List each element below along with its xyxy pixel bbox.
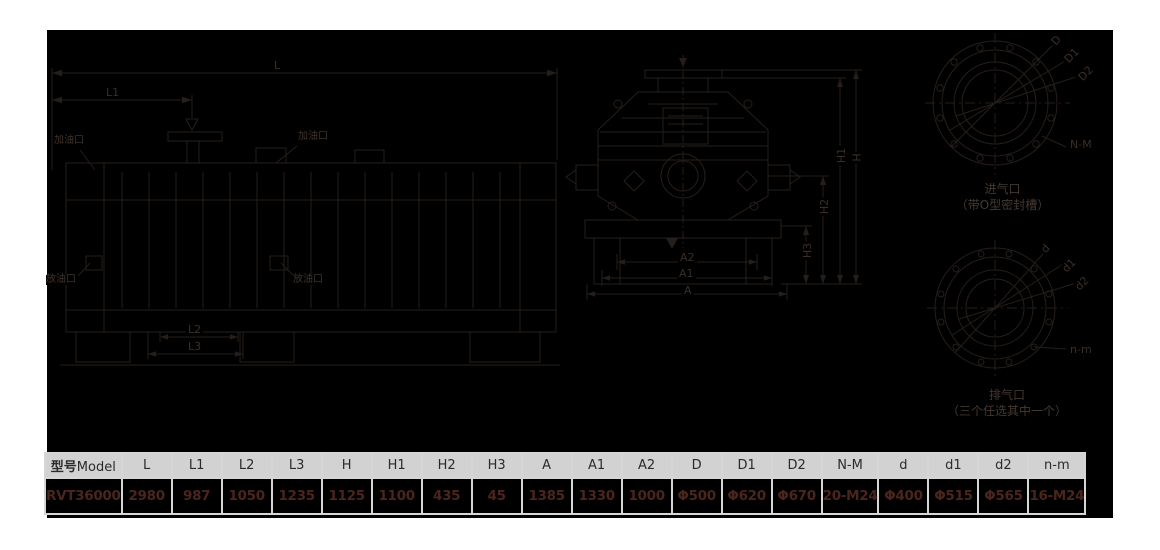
inlet-caption-title: 进气口 <box>984 182 1021 196</box>
table-cell: 1330 <box>572 479 621 513</box>
table-header-cell: d1 <box>929 454 978 477</box>
table-cell-model: RVT36000 <box>46 479 121 513</box>
table-header-cell: d2 <box>979 454 1028 477</box>
table-cell: 1000 <box>622 479 671 513</box>
dim-label-L1: L1 <box>104 86 122 99</box>
table-cell: Φ515 <box>929 479 978 513</box>
table-header-cell: L3 <box>272 454 321 477</box>
table-header-cell: d <box>879 454 928 477</box>
table-header-cell: H1 <box>372 454 421 477</box>
table-header-row: 型号Model L L1 L2 L3 H H1 H2 H3 A A1 A2 D D1 D2 N-M d d1 d2 n… <box>46 454 1085 477</box>
table-cell: 2980 <box>122 479 171 513</box>
dim-label-N-M: N-M <box>1068 138 1094 151</box>
table-header-cell: n-m <box>1029 454 1085 477</box>
inlet-caption-note: （带O型密封槽） <box>955 198 1050 213</box>
table-header-cell: H2 <box>422 454 471 477</box>
dim-label-A2: A2 <box>678 251 697 264</box>
table-cell: Φ620 <box>722 479 771 513</box>
table-header-cell: D1 <box>722 454 771 477</box>
port-label-oil-fill-mid: 加油口 <box>298 131 328 142</box>
table-body: RVT36000 2980 987 1050 1235 1125 1100 435 45 1385… <box>46 479 1085 513</box>
table-cell: 1385 <box>522 479 571 513</box>
table-cell: 1050 <box>222 479 271 513</box>
port-label-oil-fill-left: 加油口 <box>54 135 84 146</box>
table-header-cell: H <box>322 454 371 477</box>
dim-label-A1: A1 <box>677 267 696 280</box>
outlet-caption-title: 排气口 <box>988 388 1025 402</box>
dim-label-H: H <box>850 151 864 164</box>
table-cell: 1100 <box>372 479 421 513</box>
table-cell: 45 <box>472 479 521 513</box>
port-label-oil-drain-left: 放油口 <box>46 274 76 285</box>
table-cell: Φ670 <box>772 479 821 513</box>
table-header-cell: H3 <box>472 454 521 477</box>
table-cell: 435 <box>422 479 471 513</box>
dim-label-L3: L3 <box>186 340 204 353</box>
inlet-caption: 进气口 （带O型密封槽） <box>930 181 1075 213</box>
table-cell: Φ400 <box>879 479 928 513</box>
table-cell: 987 <box>172 479 221 513</box>
table-cell: 16-M24 <box>1029 479 1085 513</box>
dimensions-table: 型号Model L L1 L2 L3 H H1 H2 H3 A A1 A2 D D1 D2 N-M d d1 d2 n… <box>44 452 1087 515</box>
table-cell: 1235 <box>272 479 321 513</box>
table-header-model: 型号Model <box>46 454 121 477</box>
table-header-cell: L <box>122 454 171 477</box>
dim-label-H3: H3 <box>801 240 815 261</box>
table-header-cell: N-M <box>822 454 878 477</box>
dim-label-A: A <box>682 284 694 297</box>
port-label-oil-drain-mid: 放油口 <box>293 274 323 285</box>
dim-label-L: L <box>272 59 283 72</box>
dim-label-L2: L2 <box>186 323 204 336</box>
table-header-cell: A <box>522 454 571 477</box>
table-cell: Φ565 <box>979 479 1028 513</box>
table-cell: 20-M24 <box>822 479 878 513</box>
table-header-cell: L1 <box>172 454 221 477</box>
outlet-caption: 排气口 （三个任选其中一个） <box>927 387 1087 419</box>
table-row: RVT36000 2980 987 1050 1235 1125 1100 435 45 1385… <box>46 479 1085 513</box>
table-header-cell: D <box>672 454 721 477</box>
outlet-caption-note: （三个任选其中一个） <box>946 404 1067 419</box>
dim-label-n-m: n-m <box>1068 343 1094 356</box>
table-cell: 1125 <box>322 479 371 513</box>
dim-label-H2: H2 <box>818 196 832 217</box>
dim-label-H1: H1 <box>835 145 849 166</box>
table-header-cell: D2 <box>772 454 821 477</box>
table-cell: Φ500 <box>672 479 721 513</box>
table-header-cell: A2 <box>622 454 671 477</box>
table-header-cell: A1 <box>572 454 621 477</box>
drawing-canvas <box>47 30 1113 518</box>
table-header-cell: L2 <box>222 454 271 477</box>
